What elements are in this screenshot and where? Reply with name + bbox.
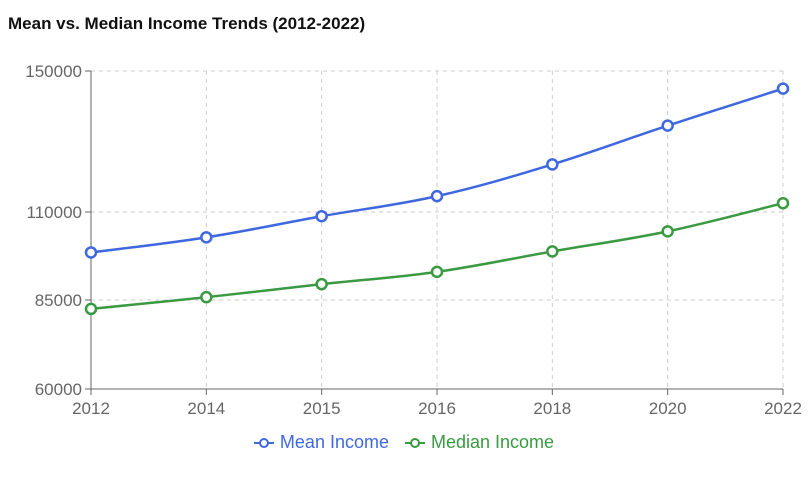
data-point	[776, 82, 790, 95]
legend-marker-icon	[404, 437, 425, 448]
data-point	[200, 290, 213, 304]
grid	[91, 70, 784, 389]
x-tick-label: 2012	[72, 399, 110, 418]
legend-marker-icon	[253, 437, 274, 448]
y-tick-label: 110000	[27, 203, 82, 222]
data-point	[200, 231, 213, 244]
x-tick-label: 2022	[764, 399, 802, 418]
data-point	[776, 196, 790, 210]
x-tick-label: 2015	[303, 399, 341, 418]
legend-item[interactable]: Mean Income	[253, 432, 389, 453]
x-tick-label: 2020	[649, 399, 687, 418]
series-layer	[84, 82, 790, 316]
x-tick-label: 2014	[187, 399, 225, 418]
data-point	[661, 119, 674, 132]
x-tick-label: 2018	[533, 399, 571, 418]
data-point	[84, 302, 98, 316]
data-point	[661, 225, 674, 238]
y-tick-label: 85000	[35, 291, 82, 310]
data-point	[546, 245, 559, 258]
data-point	[430, 189, 444, 203]
y-tick-label: 150000	[25, 62, 82, 81]
data-point	[546, 158, 559, 171]
legend-label: Median Income	[430, 432, 555, 452]
chart-title: Mean vs. Median Income Trends (2012-2022…	[8, 14, 366, 33]
legend-item[interactable]: Median Income	[404, 432, 555, 453]
data-point	[430, 265, 444, 279]
y-tick-label: 60000	[35, 380, 82, 399]
data-point	[315, 209, 328, 223]
x-tick-label: 2016	[418, 399, 456, 418]
axes: 60000 85000 110000 150000 2012 2014 2015 2016 20…	[25, 62, 802, 418]
data-point	[84, 246, 98, 259]
data-point	[315, 277, 328, 291]
legend-label: Mean Income	[279, 432, 389, 452]
legend: Mean Income Median Income	[0, 432, 808, 453]
